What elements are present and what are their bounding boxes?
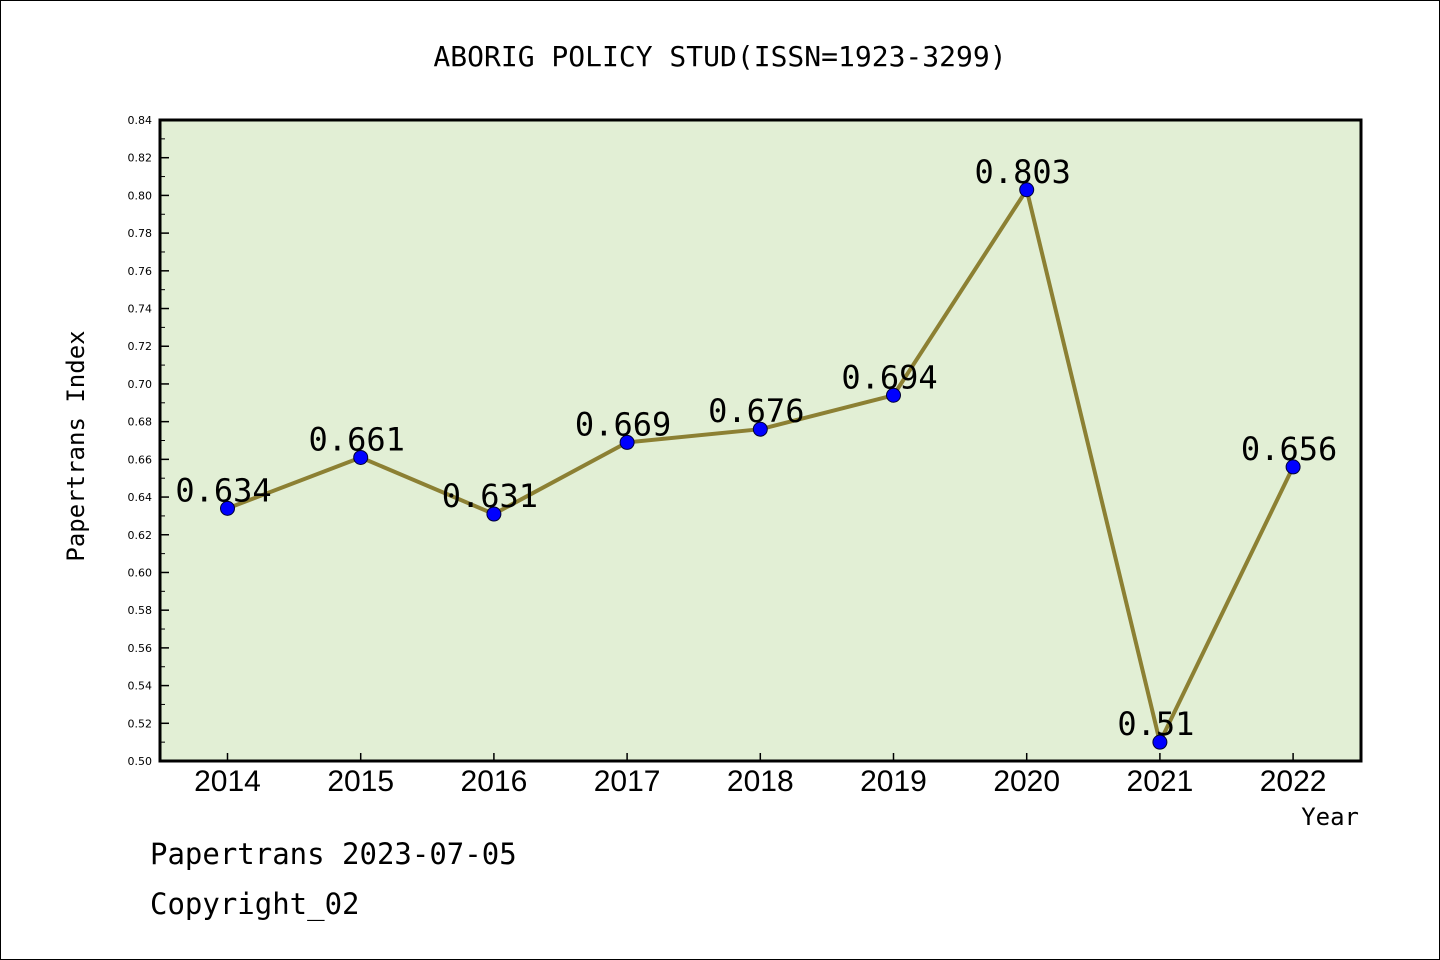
y-axis: 0.50 0.52 0.54 0.56 0.58 0.60 0.62 0.64 0.66 0.68… xyxy=(128,114,169,768)
y-tick-label: 0.60 xyxy=(128,566,153,579)
y-tick-label: 0.78 xyxy=(128,227,153,240)
x-tick-label: 2015 xyxy=(327,765,394,798)
data-labels: 0.634 0.661 0.631 0.669 0.676 0.694 0.803 0.51 0… xyxy=(175,153,1337,743)
y-tick-label: 0.54 xyxy=(128,680,153,693)
y-axis-label: Papertrans Index xyxy=(62,330,90,561)
x-tick-label: 2014 xyxy=(194,765,261,798)
data-point xyxy=(886,387,901,403)
footer-date: Papertrans 2023-07-05 xyxy=(150,837,517,871)
x-tick-label: 2018 xyxy=(727,765,794,798)
data-point xyxy=(752,421,768,437)
y-tick-label: 0.70 xyxy=(128,378,153,391)
x-tick-label: 2020 xyxy=(993,765,1060,798)
data-label: 0.676 xyxy=(708,392,804,430)
y-tick-label: 0.84 xyxy=(128,114,153,127)
footer-copyright: Copyright_02 xyxy=(150,887,360,922)
data-point xyxy=(353,449,369,465)
y-tick-label: 0.50 xyxy=(128,755,153,768)
y-tick-label: 0.80 xyxy=(128,189,153,202)
y-tick-label: 0.52 xyxy=(128,717,153,730)
x-tick-label: 2021 xyxy=(1127,765,1194,798)
data-point xyxy=(1152,734,1168,750)
y-tick-label: 0.64 xyxy=(128,491,153,504)
data-label: 0.694 xyxy=(841,358,937,396)
chart-title: ABORIG POLICY STUD(ISSN=1923-3299) xyxy=(433,40,1006,73)
y-tick-label: 0.66 xyxy=(128,453,153,466)
data-point xyxy=(619,434,635,450)
y-tick-label: 0.82 xyxy=(128,152,153,165)
data-label: 0.656 xyxy=(1241,430,1337,468)
data-label: 0.803 xyxy=(975,153,1071,191)
data-label: 0.661 xyxy=(309,420,405,458)
x-tick-label: 2016 xyxy=(461,765,528,798)
y-tick-label: 0.76 xyxy=(128,265,153,278)
x-tick-label: 2017 xyxy=(594,765,661,798)
data-label: 0.51 xyxy=(1117,705,1194,743)
series-papertrans-index xyxy=(220,182,1301,750)
plot-area xyxy=(160,120,1361,761)
data-label: 0.631 xyxy=(442,477,538,515)
data-label: 0.669 xyxy=(575,405,671,443)
y-tick-label: 0.72 xyxy=(128,340,153,353)
data-point xyxy=(1019,182,1035,198)
data-point xyxy=(486,506,502,522)
x-axis-label: Year xyxy=(1301,803,1359,831)
data-label: 0.634 xyxy=(175,471,271,509)
y-tick-label: 0.56 xyxy=(128,642,153,655)
x-axis: 2014 2015 2016 2017 2018 2019 2020 2021 2022 xyxy=(194,753,1326,798)
x-tick-label: 2019 xyxy=(860,765,927,798)
y-tick-label: 0.68 xyxy=(128,416,153,429)
x-tick-label: 2022 xyxy=(1260,765,1327,798)
plot-border xyxy=(158,118,1363,763)
data-point xyxy=(220,500,235,516)
y-tick-label: 0.74 xyxy=(128,303,153,316)
y-tick-label: 0.58 xyxy=(128,604,153,617)
data-point xyxy=(1285,459,1301,475)
y-tick-label: 0.62 xyxy=(128,529,153,542)
